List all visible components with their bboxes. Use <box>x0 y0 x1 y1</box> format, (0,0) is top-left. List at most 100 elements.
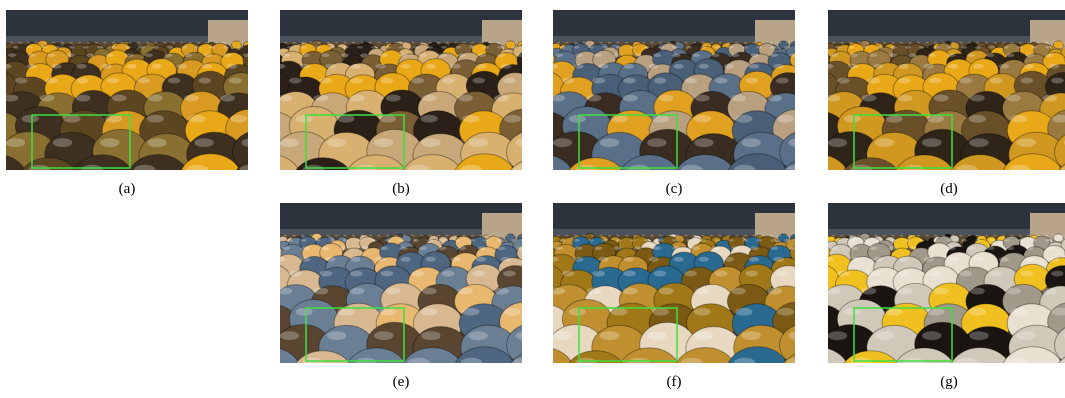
pepper-highlight <box>608 42 612 44</box>
pepper-highlight <box>371 46 377 49</box>
pepper-highlight <box>695 95 710 102</box>
pepper-highlight <box>555 53 563 57</box>
pepper-highlight <box>548 235 552 237</box>
pepper-highlight <box>784 239 790 242</box>
pepper-highlight <box>441 239 447 242</box>
pepper-highlight <box>314 95 329 102</box>
pepper-highlight <box>774 64 784 69</box>
pepper-highlight <box>26 64 36 69</box>
pepper-highlight <box>320 78 333 84</box>
pepper <box>255 46 265 54</box>
pepper-highlight <box>494 288 509 295</box>
pepper <box>618 155 680 205</box>
pepper <box>239 154 301 204</box>
pepper-highlight <box>700 46 706 49</box>
pepper-highlight <box>616 235 620 237</box>
pepper-highlight <box>258 271 271 277</box>
pepper-highlight <box>350 288 365 295</box>
pepper-highlight <box>949 257 959 262</box>
pepper-highlight <box>928 246 936 250</box>
pepper-highlight <box>659 235 663 237</box>
pepper-highlight <box>445 42 449 44</box>
pepper <box>533 245 556 263</box>
pepper-highlight <box>608 235 612 237</box>
pepper-highlight <box>949 64 959 69</box>
pepper <box>253 48 270 61</box>
pepper-highlight <box>343 235 347 237</box>
pepper-highlight <box>933 239 939 242</box>
pepper-highlight <box>352 235 356 237</box>
pepper-highlight <box>654 271 667 277</box>
pepper-highlight <box>386 235 390 237</box>
pepper-highlight <box>227 64 237 69</box>
pepper <box>787 154 849 204</box>
pepper <box>544 42 554 50</box>
pepper-highlight <box>866 42 870 44</box>
pepper-highlight <box>195 46 201 49</box>
pepper-highlight <box>483 239 489 242</box>
pepper-highlight <box>546 239 552 242</box>
pepper <box>893 155 955 205</box>
pepper-highlight <box>167 46 173 49</box>
pepper-highlight <box>844 308 861 316</box>
pepper-highlight <box>171 42 175 44</box>
pepper-highlight <box>616 46 622 49</box>
pepper-highlight <box>976 235 980 237</box>
pepper-highlight <box>798 358 820 368</box>
figure: (a)(b)(c)(d)(e)(f)(g) <box>0 0 1065 398</box>
pepper-highlight <box>999 257 1009 262</box>
pepper-highlight <box>724 257 734 262</box>
pepper-highlight <box>715 271 728 277</box>
pepper-highlight <box>381 78 394 84</box>
pepper-highlight <box>961 46 967 49</box>
pepper-highlight <box>230 115 247 123</box>
pepper-highlight <box>284 42 288 44</box>
pepper-highlight <box>125 46 131 49</box>
pepper-highlight <box>505 42 509 44</box>
pepper-highlight <box>350 78 363 84</box>
pepper-highlight <box>555 246 563 250</box>
pepper-highlight <box>292 235 296 237</box>
pepper <box>401 348 463 398</box>
pepper-highlight <box>923 257 933 262</box>
pepper-highlight <box>148 95 163 102</box>
page: (a)(b)(c)(d)(e)(f)(g) (() => { const dat… <box>0 0 1065 398</box>
image-panel <box>239 203 568 398</box>
pepper-highlight <box>1049 64 1059 69</box>
pepper-highlight <box>731 95 746 102</box>
pepper-highlight <box>751 246 759 250</box>
pepper-highlight <box>401 64 411 69</box>
pepper-highlight <box>985 42 989 44</box>
pepper-highlight <box>473 78 486 84</box>
pepper-highlight <box>798 165 820 175</box>
pepper-highlight <box>934 42 938 44</box>
pepper-highlight <box>321 53 329 57</box>
pepper-highlight <box>830 246 838 250</box>
pepper-highlight <box>360 53 368 57</box>
pepper-highlight <box>420 42 424 44</box>
pepper-highlight <box>1024 64 1034 69</box>
pepper-highlight <box>731 53 739 57</box>
pepper-highlight <box>250 358 272 368</box>
pepper-highlight <box>10 42 14 44</box>
pepper-highlight <box>1017 46 1023 49</box>
pepper-highlight <box>343 42 347 44</box>
pepper-highlight <box>684 78 697 84</box>
pepper-highlight <box>188 115 205 123</box>
pepper-highlight <box>734 165 756 175</box>
pepper-highlight <box>967 53 975 57</box>
pepper <box>292 351 354 398</box>
pepper-highlight <box>959 235 963 237</box>
pepper-highlight <box>749 64 759 69</box>
pepper-highlight <box>258 78 271 84</box>
pepper-highlight <box>927 308 944 316</box>
pepper-highlight <box>778 42 782 44</box>
pepper-highlight <box>967 246 975 250</box>
pepper <box>521 236 531 244</box>
pepper-highlight <box>710 235 714 237</box>
pepper-highlight <box>798 239 804 242</box>
pepper-highlight <box>565 235 569 237</box>
pepper-highlight <box>202 64 212 69</box>
pepper-highlight <box>184 53 192 57</box>
pepper-highlight <box>129 42 133 44</box>
